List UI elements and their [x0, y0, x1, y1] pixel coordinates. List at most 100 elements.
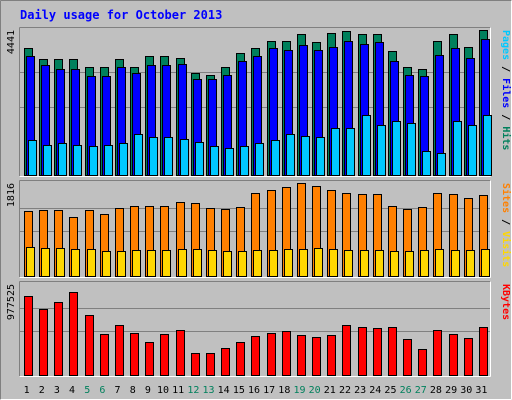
bar-pages-day-21	[331, 128, 340, 176]
bar-kbytes-day-26	[403, 339, 412, 376]
bar-pages-day-26	[407, 123, 416, 176]
bar-sites-day-21	[329, 249, 338, 277]
bar-pages-day-28	[437, 153, 446, 176]
x-tick-label: 19	[293, 385, 305, 396]
bar-kbytes-day-5	[85, 315, 94, 376]
bar-pages-day-7	[119, 143, 128, 176]
x-tick-label: 23	[354, 385, 366, 396]
bar-sites-day-24	[375, 250, 384, 277]
bar-pages-day-13	[210, 146, 219, 176]
bar-sites-day-2	[41, 248, 50, 277]
bar-pages-day-31	[483, 115, 492, 176]
ymax-label-visits: 1816	[6, 183, 17, 207]
bar-kbytes-day-3	[54, 302, 63, 376]
bar-kbytes-day-8	[130, 333, 139, 376]
legend-entry: /	[500, 213, 511, 231]
bar-sites-day-20	[314, 248, 323, 277]
bar-kbytes-day-29	[449, 334, 458, 376]
bar-kbytes-day-18	[282, 331, 291, 376]
x-tick-label: 24	[369, 385, 381, 396]
bar-pages-day-11	[180, 139, 189, 176]
bar-sites-day-17	[269, 250, 278, 277]
bar-kbytes-day-25	[388, 327, 397, 376]
bar-sites-day-9	[147, 250, 156, 277]
bar-kbytes-day-17	[267, 333, 276, 376]
legend-entry: /	[500, 60, 511, 78]
bar-kbytes-day-21	[327, 335, 336, 376]
bar-sites-day-25	[390, 251, 399, 277]
bar-sites-day-29	[451, 250, 460, 277]
x-tick-label: 29	[445, 385, 457, 396]
chart-title: Daily usage for October 2013	[20, 8, 222, 22]
legend-entry: Sites	[500, 183, 512, 213]
x-tick-label: 13	[202, 385, 214, 396]
bar-sites-day-11	[178, 249, 187, 277]
bar-pages-day-15	[240, 146, 249, 176]
bar-kbytes-day-23	[358, 327, 367, 376]
legend-hits: Pages / Files / Hits	[500, 30, 512, 150]
bar-pages-day-30	[468, 125, 477, 176]
bar-sites-day-13	[208, 250, 217, 277]
bar-sites-day-6	[102, 251, 111, 277]
legend-entry: Hits	[500, 126, 512, 150]
x-tick-label: 30	[460, 385, 472, 396]
legend-entry: Visits	[500, 231, 512, 267]
bar-sites-day-7	[117, 251, 126, 277]
x-tick-label: 11	[172, 385, 184, 396]
bar-sites-day-8	[132, 250, 141, 277]
bar-pages-day-24	[377, 125, 386, 176]
bar-sites-day-15	[238, 251, 247, 277]
legend-kbytes: KBytes	[500, 284, 511, 320]
x-tick-label: 9	[145, 385, 151, 396]
x-tick-label: 8	[130, 385, 136, 396]
bar-kbytes-day-6	[100, 334, 109, 376]
bar-kbytes-day-2	[39, 309, 48, 376]
bar-kbytes-day-10	[160, 334, 169, 376]
bar-kbytes-day-30	[464, 338, 473, 376]
x-tick-label: 18	[278, 385, 290, 396]
bar-sites-day-3	[56, 248, 65, 277]
bar-kbytes-day-9	[145, 342, 154, 376]
bar-pages-day-20	[316, 137, 325, 176]
bar-pages-day-19	[301, 136, 310, 176]
x-tick-label: 14	[218, 385, 230, 396]
bar-kbytes-day-4	[69, 292, 78, 376]
x-tick-label: 3	[54, 385, 60, 396]
x-tick-label: 20	[309, 385, 321, 396]
bar-sites-day-23	[360, 250, 369, 277]
x-tick-label: 22	[339, 385, 351, 396]
bar-pages-day-5	[89, 146, 98, 176]
bar-kbytes-day-13	[206, 353, 215, 376]
bar-sites-day-14	[223, 251, 232, 277]
bar-kbytes-day-27	[418, 349, 427, 376]
bar-pages-day-6	[104, 145, 113, 176]
legend-entry: Files	[500, 78, 512, 108]
x-tick-label: 25	[384, 385, 396, 396]
panel-kbytes: 977525 KBytes	[6, 281, 511, 377]
bar-pages-day-22	[346, 128, 355, 176]
bar-kbytes-day-11	[176, 330, 185, 376]
bar-sites-day-26	[405, 251, 414, 277]
x-tick-label: 17	[263, 385, 275, 396]
x-tick-label: 12	[187, 385, 199, 396]
bar-pages-day-25	[392, 121, 401, 176]
bar-pages-day-23	[362, 115, 371, 176]
x-tick-label: 15	[233, 385, 245, 396]
bar-pages-day-18	[286, 134, 295, 176]
bar-pages-day-14	[225, 148, 234, 176]
bar-pages-day-9	[149, 137, 158, 176]
legend-entry: Pages	[500, 30, 511, 60]
bar-kbytes-day-12	[191, 353, 200, 376]
bar-sites-day-16	[253, 250, 262, 277]
x-tick-label: 1	[24, 385, 30, 396]
x-tick-label: 2	[39, 385, 45, 396]
x-tick-label: 4	[69, 385, 75, 396]
bar-pages-day-27	[422, 151, 431, 176]
bar-sites-day-28	[435, 249, 444, 277]
bar-pages-day-29	[453, 121, 462, 176]
bar-pages-day-10	[164, 137, 173, 176]
bar-sites-day-18	[284, 249, 293, 277]
bar-kbytes-day-20	[312, 337, 321, 376]
bar-sites-day-22	[344, 250, 353, 277]
